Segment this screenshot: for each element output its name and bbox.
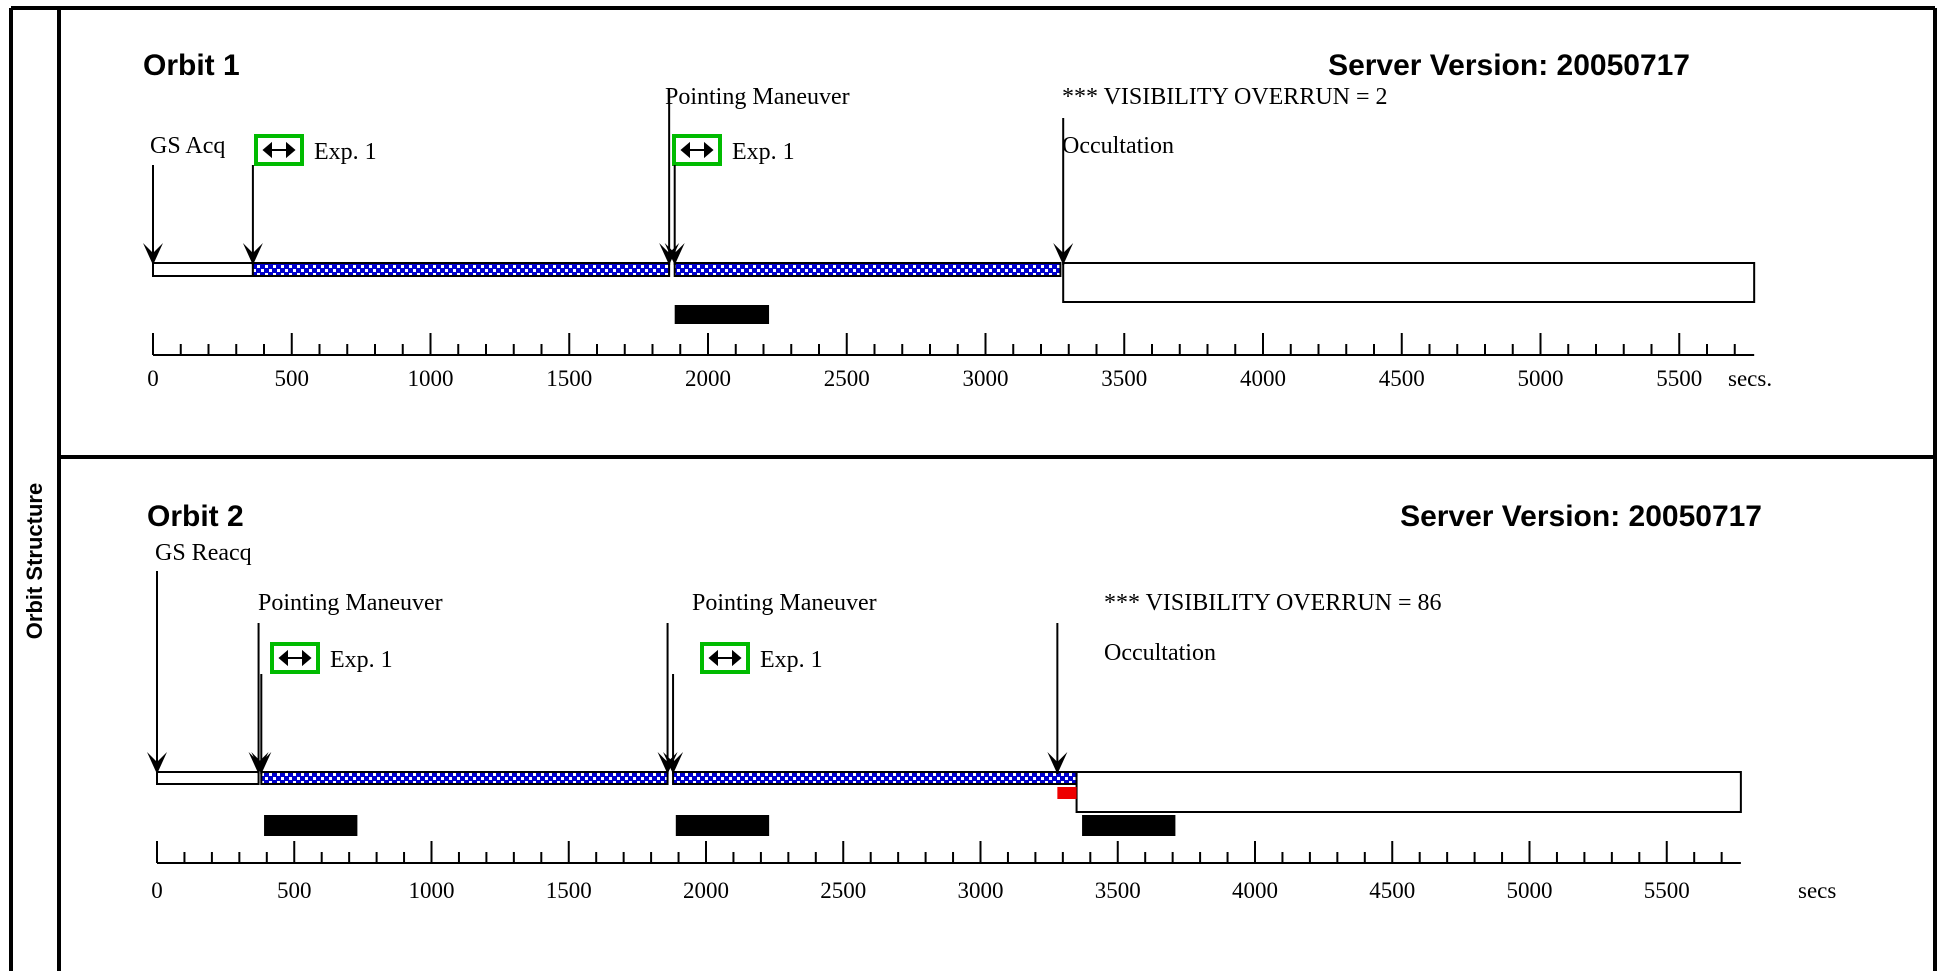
orbit2-acquisition-segment	[156, 771, 260, 785]
orbit1-event-label: Pointing Maneuver	[665, 84, 850, 110]
orbit1-tick-label: 4000	[1240, 366, 1286, 391]
orbit1-event-label: GS Acq	[150, 133, 225, 159]
orbit1-expand-arrows-icon	[672, 134, 722, 166]
orbit2-exposure-segment	[260, 771, 669, 785]
orbit1-tick-label: 1500	[546, 366, 592, 391]
orbit2-tick-label: 500	[277, 878, 312, 903]
orbit1-tick-label: 2500	[824, 366, 870, 391]
orbit2-event-label: GS Reacq	[155, 540, 252, 566]
orbit2-tick-label: 4000	[1232, 878, 1278, 903]
orbit1-down-arrow-icon	[143, 243, 163, 265]
orbit2-tick-label: 1500	[546, 878, 592, 903]
orbit2-occultation-segment	[1075, 771, 1742, 813]
orbit2-expand-arrows-icon	[700, 642, 750, 674]
orbit1-expand-arrows-icon	[254, 134, 304, 166]
orbit1-black-bar	[674, 305, 770, 324]
orbit2-black-bar	[675, 815, 770, 836]
orbit2-tick-label: 2500	[820, 878, 866, 903]
orbit1-event-label: Exp. 1	[314, 139, 377, 165]
side-label-text: Orbit Structure	[22, 482, 47, 639]
orbit1-tick-label: 2000	[685, 366, 731, 391]
orbit1-tick-label: 4500	[1379, 366, 1425, 391]
orbit2-tick-label: 5500	[1644, 878, 1690, 903]
orbit1-down-arrow-icon	[1053, 243, 1074, 265]
orbit2-axis-unit: secs	[1798, 878, 1836, 903]
orbit1-tick-label: 5000	[1518, 366, 1564, 391]
orbit1-exposure-segment	[251, 262, 671, 277]
orbit1-tick-label: 3500	[1101, 366, 1147, 391]
orbit2-tick-label: 2000	[683, 878, 729, 903]
orbit2-event-label: Occultation	[1104, 640, 1216, 666]
orbit2-down-arrow-icon	[147, 752, 167, 774]
orbit2-title: Orbit 2	[147, 500, 244, 533]
orbit1-event-label: Occultation	[1062, 133, 1174, 159]
orbit2-event-label: Exp. 1	[760, 647, 823, 673]
orbit2-overrun-bar	[1057, 787, 1077, 799]
orbit2-event-label: Pointing Maneuver	[258, 590, 443, 616]
orbit2-exposure-segment	[672, 771, 1078, 785]
orbit1-axis-unit: secs.	[1728, 366, 1772, 391]
orbit2-expand-arrows-icon	[270, 642, 320, 674]
orbit1-server-version: Server Version: 20050717	[1328, 49, 1690, 82]
orbit1-tick-label: 5500	[1656, 366, 1702, 391]
orbit1-down-arrow-icon	[664, 243, 685, 265]
orbit2-black-bar	[264, 815, 358, 836]
orbit1-event-label: *** VISIBILITY OVERRUN = 2	[1062, 84, 1388, 110]
orbit2-black-bar	[1082, 815, 1176, 836]
orbit1-acquisition-segment	[152, 262, 254, 277]
orbit2-tick-label: 3000	[958, 878, 1004, 903]
orbit2-event-label: Exp. 1	[330, 647, 393, 673]
orbit2-event-label: *** VISIBILITY OVERRUN = 86	[1104, 590, 1442, 616]
orbit2-down-arrow-icon	[663, 752, 684, 774]
orbit1-event-label: Exp. 1	[732, 139, 795, 165]
orbit2-tick-label: 4500	[1369, 878, 1415, 903]
orbit2-event-label: Pointing Maneuver	[692, 590, 877, 616]
orbit2-down-arrow-icon	[251, 752, 272, 774]
orbit2-tick-label: 3500	[1095, 878, 1141, 903]
orbit1-exposure-segment	[673, 262, 1062, 277]
orbit2-tick-label: 1000	[409, 878, 455, 903]
orbit1-tick-label: 3000	[963, 366, 1009, 391]
orbit2-server-version: Server Version: 20050717	[1400, 500, 1762, 533]
side-label: Orbit Structure	[10, 150, 60, 971]
orbit1-title: Orbit 1	[143, 49, 240, 82]
orbit2-down-arrow-icon	[1047, 752, 1068, 774]
orbit1-occultation-segment	[1062, 262, 1756, 303]
orbit1-down-arrow-icon	[242, 243, 263, 265]
orbit1-tick-label: 1000	[408, 366, 454, 391]
orbit2-tick-label: 0	[151, 878, 163, 903]
orbit1-tick-label: 500	[275, 366, 310, 391]
orbit2-tick-label: 5000	[1507, 878, 1553, 903]
orbit1-tick-label: 0	[147, 366, 159, 391]
